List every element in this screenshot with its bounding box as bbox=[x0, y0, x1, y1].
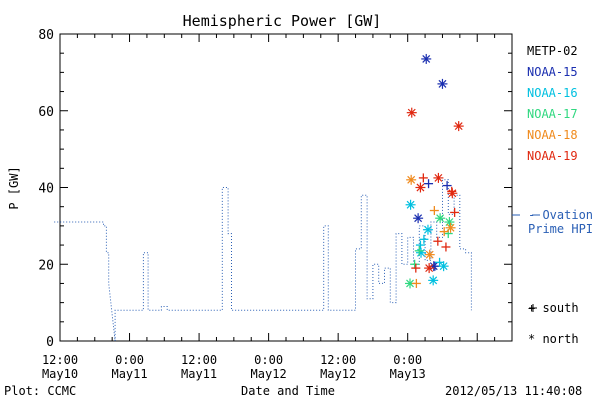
x-tick-labels: 12:00May100:00May1112:00May110:00May1212… bbox=[42, 353, 426, 381]
south-marker bbox=[419, 234, 429, 244]
south-marker bbox=[410, 259, 420, 269]
footer-timestamp: 2012/05/13 11:40:08 bbox=[445, 384, 582, 398]
north-marker-ray bbox=[434, 173, 443, 182]
x-tick-time-label: 12:00 bbox=[42, 353, 78, 367]
north-marker-ray bbox=[429, 276, 438, 285]
legend-item: NOAA-15 bbox=[527, 65, 578, 79]
south-marker bbox=[435, 257, 445, 267]
south-marker bbox=[418, 173, 428, 183]
south-marker bbox=[439, 227, 449, 237]
chart-title: Hemispheric Power [GW] bbox=[183, 12, 382, 30]
y-tick-label: 0 bbox=[46, 335, 54, 350]
y-tick-label: 40 bbox=[38, 182, 54, 197]
north-marker-ray bbox=[425, 250, 434, 259]
north-marker-ray bbox=[436, 214, 445, 223]
x-tick-day-label: May10 bbox=[42, 367, 78, 381]
north-marker-ray bbox=[438, 79, 447, 88]
north-marker bbox=[421, 53, 432, 64]
south-marker bbox=[411, 278, 421, 288]
legend-item: METP-02 bbox=[527, 44, 578, 58]
north-marker-ray bbox=[439, 262, 448, 271]
legend-item: NOAA-17 bbox=[527, 107, 578, 121]
north-marker bbox=[416, 247, 427, 258]
hpi-legend-label-line1: - Ovation bbox=[528, 208, 593, 222]
north-marker bbox=[453, 121, 464, 132]
south-marker bbox=[411, 263, 421, 273]
x-tick-time-label: 0:00 bbox=[393, 353, 422, 367]
legend-item: NOAA-16 bbox=[527, 86, 578, 100]
legend-item: NOAA-19 bbox=[527, 149, 578, 163]
legend: METP-02 NOAA-15 NOAA-16 NOAA-17 NOAA-18 NOAA-… bbox=[527, 44, 578, 312]
north-marker-ray bbox=[454, 122, 463, 131]
south-marker bbox=[429, 206, 439, 216]
north-marker bbox=[438, 261, 449, 272]
x-tick-day-label: May11 bbox=[111, 367, 147, 381]
north-marker bbox=[447, 188, 458, 199]
north-legend-label: * north bbox=[528, 332, 579, 346]
hpi-series bbox=[54, 179, 472, 342]
south-marker bbox=[433, 236, 443, 246]
north-marker bbox=[445, 222, 456, 233]
north-marker bbox=[406, 107, 417, 118]
north-marker bbox=[406, 174, 417, 185]
hpi-legend-label-line2: Prime HPI bbox=[528, 222, 593, 236]
south-legend-label: + south bbox=[528, 301, 579, 315]
north-marker-ray bbox=[407, 175, 416, 184]
satellite-markers bbox=[405, 53, 464, 289]
legend-item: NOAA-18 bbox=[527, 128, 578, 142]
south-marker bbox=[414, 246, 424, 256]
y-axis-label: P [GW] bbox=[7, 166, 21, 209]
north-marker bbox=[415, 182, 426, 193]
north-marker bbox=[424, 263, 435, 274]
north-marker-ray bbox=[414, 214, 423, 223]
south-marker bbox=[424, 179, 434, 189]
south-marker bbox=[441, 242, 451, 252]
x-tick-time-label: 0:00 bbox=[254, 353, 283, 367]
x-tick-time-label: 12:00 bbox=[181, 353, 217, 367]
x-axis-label: Date and Time bbox=[241, 384, 335, 398]
south-marker bbox=[450, 207, 460, 217]
north-marker-ray bbox=[424, 225, 432, 234]
north-marker bbox=[433, 172, 444, 183]
y-tick-label: 80 bbox=[38, 28, 54, 43]
north-marker-ray bbox=[448, 189, 457, 198]
north-marker bbox=[435, 213, 446, 224]
y-tick-label: 60 bbox=[38, 105, 54, 120]
north-marker bbox=[405, 199, 416, 210]
x-tick-time-label: 12:00 bbox=[320, 353, 356, 367]
footer-plot-source: Plot: CCMC bbox=[4, 384, 76, 398]
north-marker-ray bbox=[425, 264, 434, 273]
north-marker bbox=[413, 213, 424, 224]
north-marker-ray bbox=[422, 54, 431, 63]
y-tick-label: 20 bbox=[38, 258, 54, 273]
north-marker-ray bbox=[406, 279, 414, 288]
north-marker-ray bbox=[446, 223, 455, 232]
north-marker bbox=[422, 224, 433, 235]
north-marker bbox=[405, 278, 416, 289]
north-marker bbox=[437, 78, 448, 89]
north-marker bbox=[428, 275, 439, 286]
north-marker-ray bbox=[416, 183, 425, 192]
axis-ticks bbox=[59, 33, 513, 342]
x-tick-time-label: 0:00 bbox=[115, 353, 144, 367]
north-marker-ray bbox=[406, 200, 415, 209]
x-tick-day-label: May13 bbox=[390, 367, 426, 381]
plot-frame bbox=[59, 33, 513, 342]
north-marker bbox=[424, 249, 435, 260]
hpi-line bbox=[54, 179, 472, 342]
x-tick-day-label: May12 bbox=[320, 367, 356, 381]
x-tick-day-label: May12 bbox=[251, 367, 287, 381]
x-tick-day-label: May11 bbox=[181, 367, 217, 381]
y-tick-labels: 0 20 40 60 80 bbox=[38, 28, 54, 350]
north-marker-ray bbox=[407, 108, 416, 117]
south-marker bbox=[442, 181, 452, 191]
